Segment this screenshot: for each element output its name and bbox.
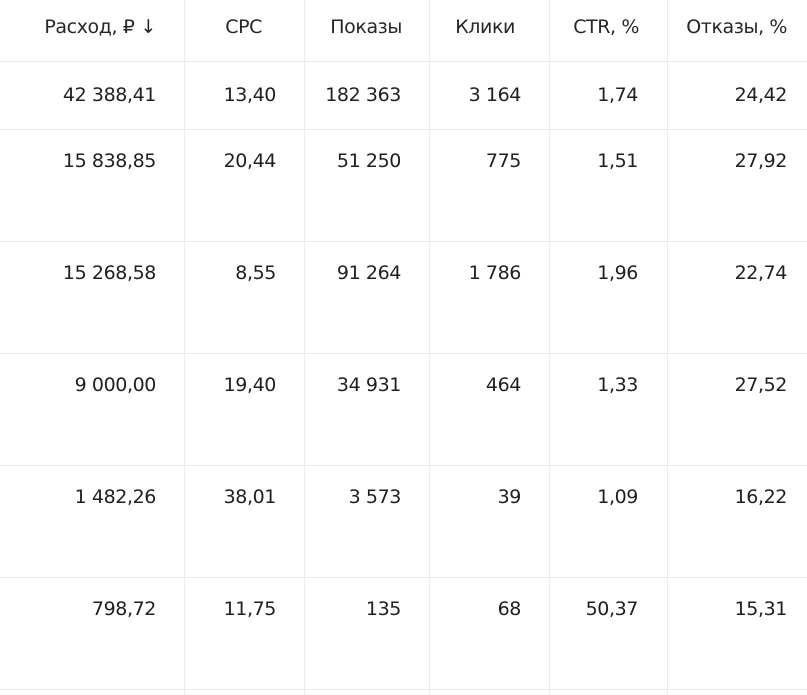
header-cpc[interactable]: CPC bbox=[185, 0, 305, 61]
cell-clicks: 775 bbox=[485, 150, 521, 172]
table-row: 42 388,41 13,40 182 363 3 164 1,74 24,42 bbox=[0, 62, 807, 130]
cell-ctr: 1,96 bbox=[597, 262, 638, 284]
cell-impressions: 3 573 bbox=[348, 486, 402, 508]
cell-bounces: 16,22 bbox=[734, 486, 788, 508]
cell-bounces: 27,52 bbox=[734, 374, 788, 396]
table-header-row: Расход, ₽ ↓ CPC Показы Клики CTR, % Отказ… bbox=[0, 0, 807, 62]
cell-cpc: 38,01 bbox=[223, 486, 277, 508]
cell-ctr: 1,51 bbox=[597, 150, 638, 172]
sort-descending-icon[interactable]: ↓ bbox=[140, 16, 156, 38]
table-row: 798,72 11,75 135 68 50,37 15,31 bbox=[0, 578, 807, 690]
table-row: 15 268,58 8,55 91 264 1 786 1,96 22,74 bbox=[0, 242, 807, 354]
cell-cpc: 20,44 bbox=[223, 150, 277, 172]
cell-ctr: 1,09 bbox=[597, 486, 638, 508]
header-clicks[interactable]: Клики bbox=[430, 0, 550, 61]
header-bounces[interactable]: Отказы, % bbox=[686, 16, 787, 38]
cell-cpc: 8,55 bbox=[235, 262, 276, 284]
cell-spend: 798,72 bbox=[91, 598, 156, 620]
header-spend[interactable]: Расход, ₽ ↓ bbox=[0, 0, 185, 61]
cell-impressions: 51 250 bbox=[336, 150, 401, 172]
cell-cpc: 11,75 bbox=[223, 598, 277, 620]
table-row: 15 838,85 20,44 51 250 775 1,51 27,92 bbox=[0, 130, 807, 242]
header-impressions[interactable]: Показы bbox=[305, 0, 430, 61]
header-ctr[interactable]: CTR, % bbox=[550, 0, 668, 61]
cell-impressions: 135 bbox=[365, 598, 401, 620]
cell-ctr: 1,33 bbox=[597, 374, 638, 396]
cell-spend: 1 482,26 bbox=[74, 486, 157, 508]
cell-clicks: 464 bbox=[485, 374, 521, 396]
cell-bounces: 22,74 bbox=[734, 262, 788, 284]
cell-spend: 15 838,85 bbox=[62, 150, 157, 172]
cell-impressions: 91 264 bbox=[336, 262, 401, 284]
cell-spend: 42 388,41 bbox=[62, 84, 157, 106]
cell-impressions: 182 363 bbox=[325, 84, 401, 106]
cell-clicks: 3 164 bbox=[468, 84, 522, 106]
table-row-next-partial bbox=[0, 690, 807, 695]
cell-cpc: 13,40 bbox=[223, 84, 277, 106]
cell-bounces: 24,42 bbox=[734, 84, 788, 106]
cell-clicks: 1 786 bbox=[468, 262, 522, 284]
cell-cpc: 19,40 bbox=[223, 374, 277, 396]
cell-ctr: 50,37 bbox=[585, 598, 639, 620]
cell-ctr: 1,74 bbox=[597, 84, 638, 106]
cell-spend: 9 000,00 bbox=[74, 374, 157, 396]
cell-clicks: 39 bbox=[497, 486, 522, 508]
header-spend-label: Расход, ₽ bbox=[44, 16, 135, 38]
table-row: 9 000,00 19,40 34 931 464 1,33 27,52 bbox=[0, 354, 807, 466]
cell-bounces: 15,31 bbox=[734, 598, 788, 620]
cell-bounces: 27,92 bbox=[734, 150, 788, 172]
table-row: 1 482,26 38,01 3 573 39 1,09 16,22 bbox=[0, 466, 807, 578]
cell-spend: 15 268,58 bbox=[62, 262, 157, 284]
cell-clicks: 68 bbox=[497, 598, 522, 620]
cell-impressions: 34 931 bbox=[336, 374, 401, 396]
